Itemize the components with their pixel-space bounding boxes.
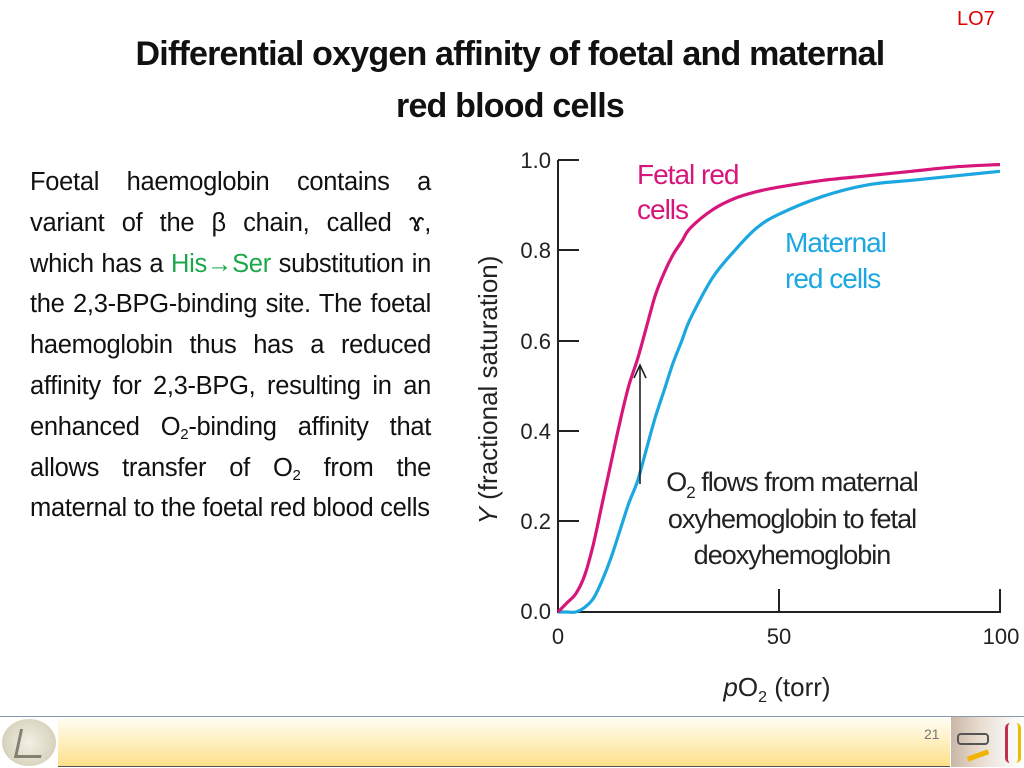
x-axis-label: pO2 (torr) [722, 672, 830, 706]
svg-text:Maternal: Maternal [785, 227, 886, 258]
svg-text:Fetal red: Fetal red [637, 159, 739, 190]
svg-text:oxyhemoglobin to fetal: oxyhemoglobin to fetal [668, 504, 916, 534]
footer-logo [2, 719, 56, 766]
title-line-2: red blood cells [396, 87, 625, 125]
body-text-4: from the maternal to the foetal red bloo… [30, 453, 431, 523]
svg-text:cells: cells [637, 194, 688, 225]
svg-text:100: 100 [983, 624, 1020, 649]
y-tick-labels: 1.0 0.8 0.6 0.4 0.2 0.0 [520, 148, 551, 624]
maternal-curve [558, 169, 1001, 614]
page-number: 21 [924, 726, 940, 742]
svg-text:0.2: 0.2 [520, 509, 551, 534]
footer-photo [951, 717, 1024, 767]
subscript-2a: 2 [180, 425, 189, 443]
pipette-icon [966, 749, 990, 762]
fetal-label: Fetal red cells [637, 159, 740, 225]
maternal-label: Maternal red cells [785, 227, 887, 294]
fetal-curve [556, 162, 1001, 614]
x-ticks [778, 589, 1001, 612]
slide-title: Differential oxygen affinity of foetal a… [20, 28, 1000, 132]
svg-text:0: 0 [552, 624, 564, 649]
svg-text:O2 flows from maternal: O2 flows from maternal [666, 467, 918, 502]
svg-text:deoxyhemoglobin: deoxyhemoglobin [694, 540, 891, 570]
svg-text:red cells: red cells [785, 263, 880, 294]
arrow-head-icon [633, 363, 647, 379]
oxygen-binding-chart: 1.0 0.8 0.6 0.4 0.2 0.0 0 50 100 Y (frac… [473, 148, 1019, 706]
svg-text:0.6: 0.6 [520, 329, 551, 354]
body-text-2: substitution in the 2,3-BPG-binding site… [30, 249, 431, 441]
svg-text:50: 50 [767, 624, 791, 649]
o2-flow-annotation: O2 flows from maternal oxyhemoglobin to … [666, 467, 919, 570]
lo-tag: LO7 [957, 8, 995, 30]
svg-text:1.0: 1.0 [520, 148, 551, 173]
footer-bar [58, 718, 950, 767]
x-tick-labels: 0 50 100 [552, 624, 1019, 649]
title-line-1: Differential oxygen affinity of foetal a… [135, 35, 886, 73]
highlight-substitution: His→Ser [170, 249, 271, 278]
svg-text:0.0: 0.0 [520, 599, 551, 624]
dna-model-icon [1005, 723, 1021, 763]
svg-text:0.8: 0.8 [520, 238, 551, 263]
university-crest-icon [13, 729, 48, 758]
svg-text:0.4: 0.4 [520, 419, 551, 444]
subscript-2b: 2 [292, 466, 301, 484]
glasses-icon [957, 733, 989, 745]
y-ticks [558, 159, 579, 522]
body-text-3: -binding affinity that allows transfer o… [30, 412, 431, 482]
body-text-1: Foetal haemoglobin contains a variant of… [30, 168, 431, 278]
y-axis-label: Y (fractional saturation) [473, 256, 503, 525]
body-paragraph: Foetal haemoglobin contains a variant of… [30, 162, 431, 529]
footer-divider [0, 716, 1024, 717]
